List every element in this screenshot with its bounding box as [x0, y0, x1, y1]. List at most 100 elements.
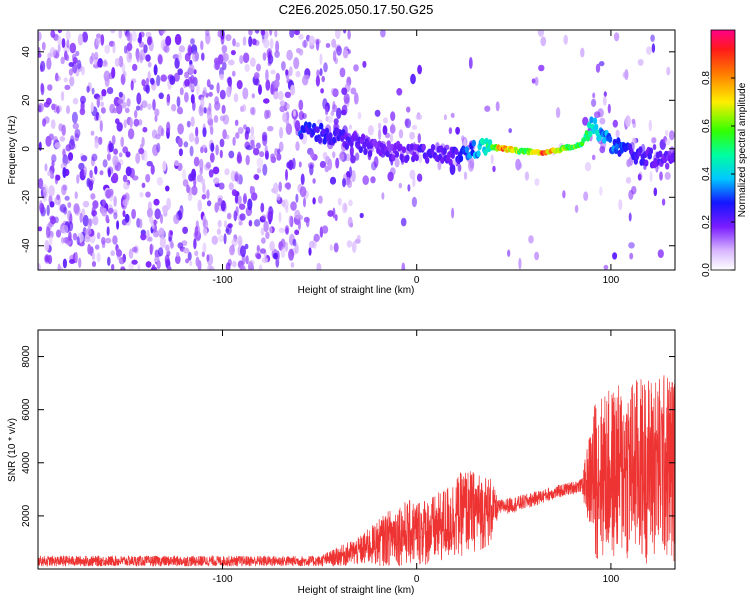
spectrogram-cell [284, 225, 290, 235]
spectrogram-cell [238, 220, 243, 226]
spectrogram-cell [217, 197, 223, 206]
spectrogram-ridge-cell [471, 139, 476, 147]
spectrogram-ridge-cell [367, 150, 373, 158]
spectrogram-ridge-cell [638, 146, 643, 154]
spectrogram-cell [537, 30, 545, 37]
spectrogram-cell [85, 228, 92, 236]
spectrogram-cell [226, 212, 232, 220]
spectrogram-cell [74, 128, 81, 138]
spectrogram-cell [201, 52, 205, 61]
spectrogram-cell [206, 200, 212, 207]
spectrogram-cell [289, 30, 295, 38]
y-tick-label: -40 [21, 238, 32, 253]
spectrogram-cell [415, 113, 423, 121]
spectrogram-cell [127, 128, 135, 140]
spectrogram-cell [193, 238, 197, 250]
spectrogram-cell [91, 153, 98, 162]
spectrogram-cell [138, 147, 145, 155]
spectrogram-cell [178, 45, 186, 53]
spectrogram-cell [235, 132, 240, 139]
spectrogram-cell [125, 166, 132, 177]
spectrogram-cell [123, 70, 127, 78]
y-tick-label: 6000 [21, 398, 32, 421]
spectrogram-cell [46, 57, 52, 70]
spectrogram-cell [256, 167, 262, 174]
spectrogram-cell [125, 151, 131, 158]
spectrogram-x-label: Height of straight line (km) [298, 285, 415, 296]
spectrogram-cell [234, 119, 239, 127]
spectrogram-cell [350, 155, 357, 164]
spectrogram-cell [47, 52, 52, 60]
x-tick-label: 100 [603, 275, 620, 286]
spectrogram-cell [389, 133, 394, 143]
spectrogram-cell [322, 151, 328, 160]
spectrogram-cell [349, 124, 352, 130]
spectrogram-cell [42, 118, 47, 127]
spectrogram-cell [77, 33, 84, 46]
spectrogram-cell [89, 169, 93, 179]
spectrogram-cell [273, 79, 280, 89]
spectrogram-cell [157, 247, 164, 257]
spectrogram-ridge-cell [658, 150, 663, 158]
spectrogram-cell [60, 91, 65, 102]
spectrogram-cell [142, 126, 148, 133]
spectrogram-cell [46, 204, 50, 216]
spectrogram-cell [160, 127, 165, 137]
spectrogram-cell [62, 148, 66, 158]
spectrogram-cell [626, 159, 631, 168]
spectrogram-cell [349, 222, 354, 228]
spectrogram-cell [288, 159, 294, 171]
spectrogram-cell [179, 87, 184, 96]
spectrogram-cell [254, 78, 260, 86]
spectrogram-cell [253, 148, 260, 156]
spectrogram-cell [261, 237, 266, 244]
spectrogram-cell [370, 176, 376, 184]
spectrogram-cell [62, 258, 67, 269]
spectrogram-cell [201, 251, 205, 258]
spectrogram-cell [508, 128, 512, 134]
spectrogram-cell [187, 44, 193, 56]
spectrogram-cell [253, 72, 260, 80]
spectrogram-cell [222, 129, 227, 140]
spectrogram-cell [303, 216, 310, 223]
spectrogram-cell [233, 210, 238, 222]
spectrogram-cell [281, 61, 286, 71]
spectrogram-cell [262, 163, 268, 176]
snr-y-label: SNR (10 * v/v) [7, 418, 18, 482]
spectrogram-cell [362, 60, 367, 68]
spectrogram-cell [615, 129, 620, 138]
spectrogram-cell [404, 118, 409, 127]
spectrogram-cell [251, 93, 255, 99]
spectrogram-cell [269, 38, 274, 49]
spectrogram-cell [80, 155, 88, 162]
spectrogram-cell [437, 160, 442, 171]
spectrogram-cell [212, 166, 220, 175]
spectrogram-cell [329, 244, 333, 251]
spectrogram-cell [538, 64, 545, 72]
spectrogram-cell [116, 122, 123, 132]
spectrogram-cell [274, 50, 280, 58]
spectrogram-cell [201, 144, 207, 152]
spectrogram-cell [236, 80, 243, 90]
spectrogram-cell [110, 250, 115, 257]
spectrogram-cell [100, 101, 104, 107]
spectrogram-cell [57, 30, 63, 34]
spectrogram-cell [410, 73, 416, 85]
spectrogram-cell [351, 241, 357, 254]
spectrogram-cell [284, 241, 289, 252]
spectrogram-cell [183, 247, 190, 254]
spectrogram-cell [286, 103, 290, 110]
spectrogram-cell [200, 178, 206, 185]
spectrogram-cell [111, 67, 116, 79]
spectrogram-cell [172, 54, 180, 60]
spectrogram-cell [350, 146, 354, 155]
spectrogram-cell [124, 213, 130, 223]
spectrogram-cell [47, 84, 53, 91]
spectrogram-cell [659, 171, 663, 181]
spectrogram-cell [228, 182, 234, 191]
spectrogram-cell [106, 87, 114, 95]
spectrogram-cell [113, 195, 117, 207]
spectrogram-cell [123, 45, 128, 54]
spectrogram-cell [38, 31, 42, 42]
spectrogram-cell [158, 92, 164, 100]
